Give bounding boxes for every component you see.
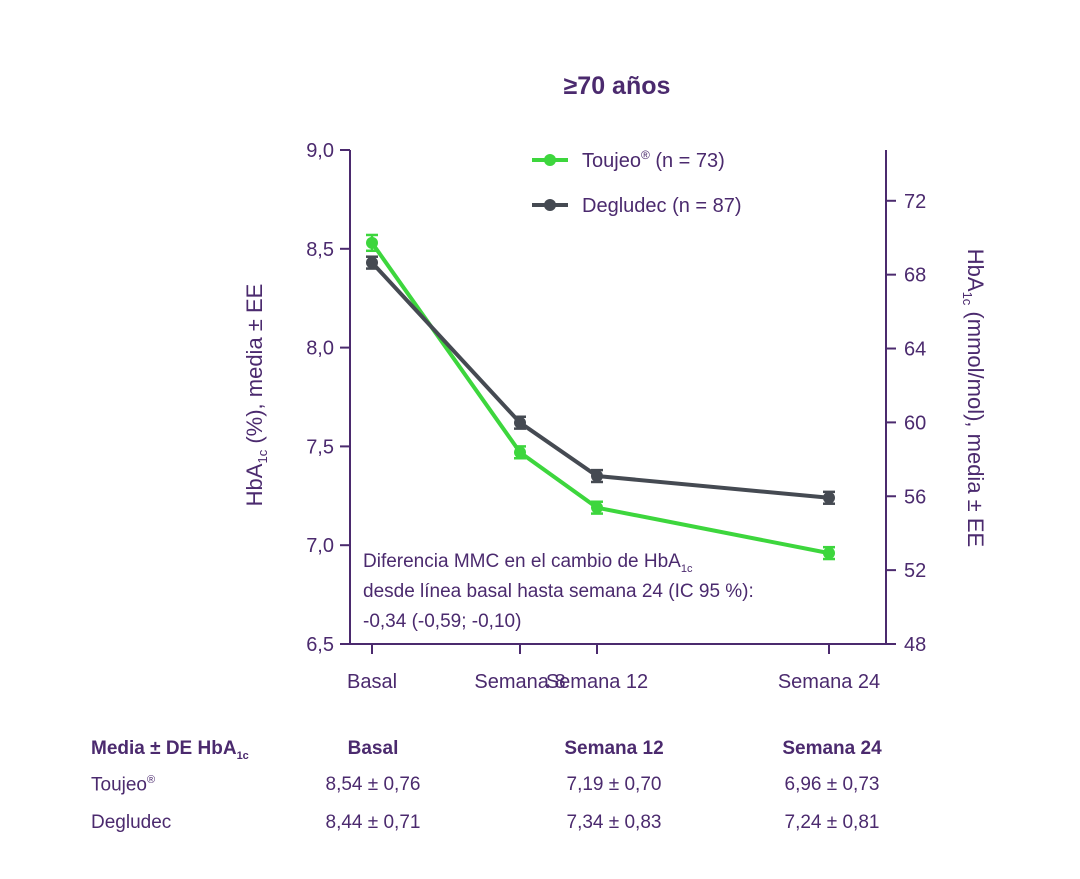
- legend-item-toujeo: Toujeo® (n = 73): [532, 148, 725, 172]
- y-tick-right-label: 48: [904, 634, 926, 656]
- x-tick-label: Semana 8: [474, 671, 565, 693]
- data-point-toujeo: [514, 446, 526, 459]
- data-point-toujeo: [591, 501, 603, 514]
- y-tick-left-label: 7,5: [306, 436, 334, 458]
- legend-sup-toujeo: ®: [641, 148, 650, 162]
- data-point-degludec: [823, 491, 835, 504]
- annotation-line2: desde línea basal hasta semana 24 (IC 95…: [363, 581, 754, 602]
- svg-text:Diferencia MMC en el cambio de: Diferencia MMC en el cambio de HbA1c: [363, 551, 693, 575]
- series-line-degludec: [370, 261, 830, 500]
- x-tick-label: Semana 12: [546, 671, 648, 693]
- y-tick-left-label: 7,0: [306, 535, 334, 557]
- y-tick-left-label: 8,0: [306, 338, 334, 360]
- legend: Toujeo® (n = 73) Degludec (n = 87): [532, 148, 742, 217]
- x-tick-label: Semana 24: [778, 671, 880, 693]
- legend-item-degludec: Degludec (n = 87): [532, 195, 742, 217]
- data-point-toujeo: [366, 236, 378, 249]
- legend-label-degludec: Degludec: [582, 195, 667, 217]
- data-point-degludec: [366, 256, 378, 269]
- legend-label-toujeo: Toujeo: [582, 150, 641, 172]
- x-tick-label: Basal: [347, 671, 397, 693]
- legend-n-degludec: (n = 87): [667, 195, 742, 217]
- y-tick-left-label: 9,0: [306, 140, 334, 162]
- annotation-line1: Diferencia MMC en el cambio de HbA: [363, 551, 681, 572]
- legend-marker-degludec: [544, 199, 556, 211]
- y-axis-left-title: HbA1c (%), media ± EE: [242, 284, 270, 507]
- y-tick-right-label: 72: [904, 191, 926, 213]
- annotation-line1-sub: 1c: [681, 563, 693, 575]
- y-axis-right-title: HbA1c (mmol/mol), media ± EE: [960, 249, 988, 547]
- data-point-toujeo: [823, 547, 835, 560]
- chart-title: ≥70 años: [564, 72, 671, 100]
- y-tick-right-label: 68: [904, 265, 926, 287]
- legend-n-toujeo: (n = 73): [650, 150, 725, 172]
- axes: 6,5 7,0 7,5 8,0 8,5 9,0 48 52 56 60 64 68 72 Basal Sem…: [306, 140, 926, 693]
- y-tick-right-label: 64: [904, 339, 926, 361]
- y-tick-left-label: 8,5: [306, 239, 334, 261]
- annotation-line3: -0,34 (-0,59; -0,10): [363, 611, 521, 632]
- data-point-degludec: [591, 470, 603, 483]
- series-layer: [366, 233, 835, 561]
- y-tick-right-label: 60: [904, 412, 926, 434]
- svg-text:Degludec (n = 87): Degludec (n = 87): [582, 195, 742, 217]
- svg-text:Toujeo® (n = 73): Toujeo® (n = 73): [582, 148, 725, 172]
- y-tick-right-label: 56: [904, 486, 926, 508]
- data-point-degludec: [514, 416, 526, 429]
- y-tick-right-label: 52: [904, 560, 926, 582]
- series-line-toujeo: [370, 241, 830, 556]
- annotation: Diferencia MMC en el cambio de HbA1c des…: [363, 551, 754, 632]
- legend-marker-toujeo: [544, 154, 556, 166]
- y-tick-left-label: 6,5: [306, 634, 334, 656]
